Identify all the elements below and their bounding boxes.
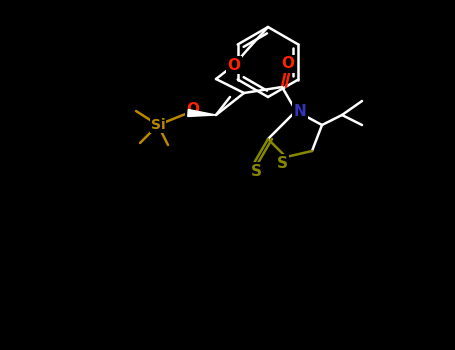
Polygon shape [188, 110, 216, 117]
Text: N: N [293, 104, 306, 119]
Text: Si: Si [151, 118, 165, 132]
Text: S: S [251, 163, 262, 178]
Text: O: O [228, 57, 241, 72]
Text: O: O [187, 102, 199, 117]
Text: S: S [277, 155, 288, 170]
Text: O: O [282, 56, 294, 71]
